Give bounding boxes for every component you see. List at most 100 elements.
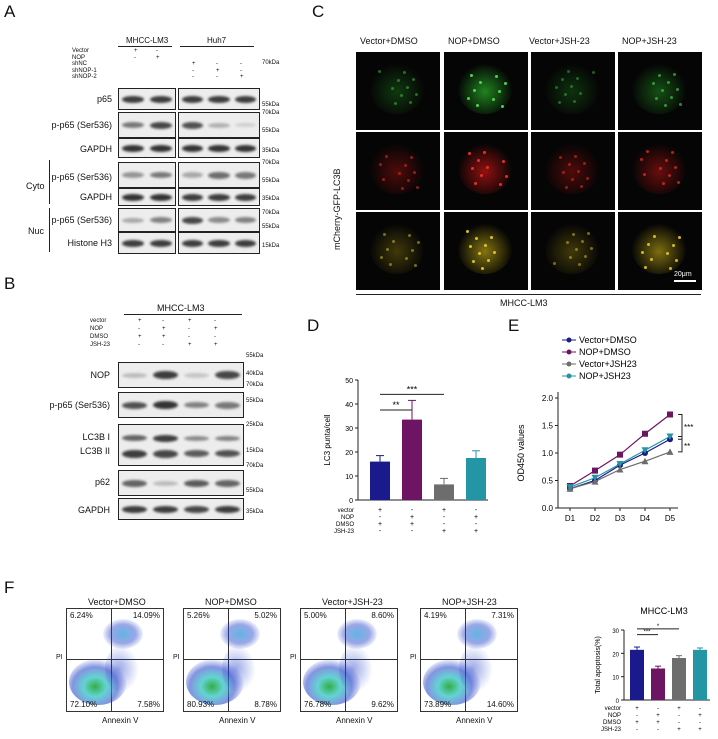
punctum — [669, 267, 672, 270]
blot-band — [181, 95, 203, 103]
quadrant-percent: 14.09% — [132, 611, 160, 620]
treatment-label: shNOP-2 — [72, 74, 97, 80]
condition-sign: + — [474, 528, 478, 535]
marker-label: 70kDa — [262, 160, 280, 166]
treatment-sign: + — [138, 334, 142, 340]
condition-sign: - — [379, 514, 382, 521]
density-population — [186, 659, 244, 705]
quadrant-percent: 5.26% — [187, 611, 210, 620]
blot-band — [235, 239, 257, 247]
plot-title: Vector+JSH-23 — [322, 597, 383, 607]
blot-band — [235, 95, 257, 103]
punctum — [666, 252, 669, 255]
punctum — [647, 243, 650, 246]
treatment-label: NOP — [90, 326, 104, 332]
significance-label: *** — [407, 384, 418, 394]
density-population — [457, 619, 497, 649]
condition-sign: - — [636, 727, 638, 733]
micrograph-tile — [444, 52, 528, 130]
condition-label: NOP — [341, 515, 354, 521]
blot-band — [181, 193, 203, 201]
quadrant-line — [228, 609, 229, 711]
micrograph-tile — [531, 132, 615, 210]
footer-line — [356, 294, 701, 295]
condition-sign: + — [378, 521, 382, 528]
punctum — [559, 156, 562, 159]
y-tick-label: 0.5 — [542, 477, 554, 486]
condition-label: NOP — [608, 713, 621, 719]
quadrant-percent: 4.19% — [424, 611, 447, 620]
plot-title: NOP+JSH-23 — [442, 597, 497, 607]
condition-label: vector — [338, 508, 354, 514]
punctum — [472, 260, 475, 263]
punctum — [644, 266, 647, 269]
row-label-lc3b-ii: LC3B II — [79, 446, 110, 456]
condition-sign: + — [410, 514, 414, 521]
y-tick-label: 30 — [612, 629, 619, 635]
punctum — [504, 82, 507, 85]
blot-band — [215, 505, 240, 513]
y-tick-label: 40 — [345, 402, 353, 409]
significance-label: ** — [392, 400, 400, 410]
condition-sign: + — [656, 720, 660, 726]
group-underline — [124, 314, 242, 315]
micrograph-tile — [444, 212, 528, 290]
blot-band — [149, 121, 173, 129]
treatment-sign: + — [162, 334, 166, 340]
condition-sign: - — [699, 720, 701, 726]
punctum — [416, 186, 419, 189]
marker-label: 55kDa — [246, 488, 264, 494]
punctum — [380, 256, 383, 259]
quadrant-percent: 80.93% — [187, 700, 215, 709]
punctum — [655, 97, 658, 100]
y-tick-label: 30 — [345, 426, 353, 433]
treatment-sign: + — [138, 318, 142, 324]
blot-strip — [118, 362, 244, 388]
marker-label: 55kDa — [262, 102, 280, 108]
blot-strip — [178, 162, 260, 188]
blot-band — [153, 480, 178, 486]
row-label-p-p65: p-p65 (Ser536) — [51, 120, 112, 130]
punctum — [495, 75, 498, 78]
punctum — [570, 85, 573, 88]
panel-label-d: D — [307, 316, 320, 335]
blot-band — [149, 172, 173, 178]
punctum — [492, 98, 495, 101]
condition-sign: - — [411, 528, 414, 535]
punctum — [392, 240, 395, 243]
punctum — [476, 104, 479, 107]
punctum — [468, 152, 471, 155]
micrograph-tile — [356, 132, 440, 210]
data-point — [566, 484, 574, 491]
marker-label: 25kDa — [246, 422, 264, 428]
punctum — [562, 171, 565, 174]
marker-label: 35kDa — [262, 196, 280, 202]
marker-label: 55kDa — [246, 398, 264, 404]
y-axis-label: PI — [173, 654, 180, 661]
punctum — [650, 258, 653, 261]
blot-band — [181, 239, 203, 247]
y-tick-label: 1.0 — [542, 449, 554, 458]
quadrant-percent: 72.10% — [70, 700, 98, 709]
condition-sign: + — [442, 528, 446, 535]
punctum — [478, 252, 481, 255]
punctum — [569, 256, 572, 259]
quadrant-line — [421, 659, 517, 660]
punctum — [490, 236, 493, 239]
quadrant-percent: 5.02% — [254, 611, 277, 620]
panel-label-b: B — [4, 274, 16, 293]
micrograph-tile — [531, 52, 615, 130]
punctum — [653, 235, 656, 238]
punctum — [578, 263, 581, 266]
blot-band — [235, 217, 257, 223]
row-label-gapdh: GAPDH — [79, 144, 112, 154]
blot-band — [121, 144, 145, 152]
treatment-label: JSH-23 — [90, 342, 111, 348]
punctum — [643, 173, 646, 176]
punctum — [479, 81, 482, 84]
condition-sign: + — [698, 713, 702, 719]
treatment-sign: - — [192, 74, 194, 80]
punctum — [553, 262, 556, 265]
y-axis-label: Total apoptosis(%) — [595, 636, 602, 694]
punctum — [668, 174, 671, 177]
